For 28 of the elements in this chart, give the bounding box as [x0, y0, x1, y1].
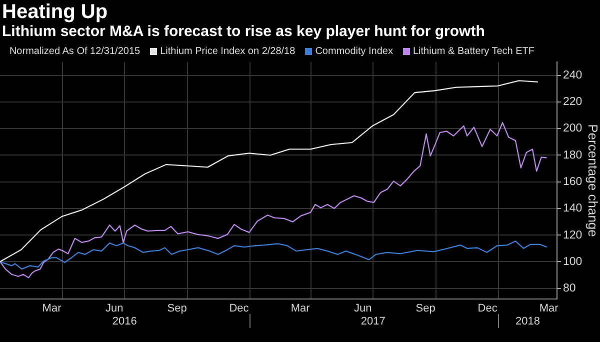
x-tick-label: Mar	[539, 302, 559, 315]
y-axis-title: Percentage change	[586, 124, 600, 237]
legend-title: Normalized As Of 12/31/2015	[9, 45, 140, 58]
x-tick-label: Dec	[478, 302, 498, 315]
y-tick-label: 140	[563, 202, 582, 215]
legend-label: Lithium Price Index on 2/28/18	[160, 45, 296, 58]
y-tick-label: 120	[563, 229, 582, 242]
x2-tick-label: 2016	[112, 316, 137, 328]
x-tick-label: Mar	[290, 302, 310, 315]
y-tick-label: 80	[563, 282, 576, 295]
x2-tick-label: 2017	[360, 316, 386, 328]
y-tick-label: 180	[563, 149, 582, 162]
x2-tick-label: 2018	[515, 316, 540, 328]
chart-subtitle: Lithium sector M&A is forecast to rise as key player hunt for growth	[2, 23, 485, 40]
legend-label: Lithium & Battery Tech ETF	[413, 45, 535, 58]
y-tick-label: 160	[563, 176, 582, 188]
y-tick-label: 200	[563, 122, 582, 135]
x-tick-label: Sep	[416, 302, 436, 315]
y-tick-label: 240	[563, 69, 582, 82]
y-tick-label: 220	[563, 96, 582, 108]
x-tick-label: Jun	[106, 302, 124, 315]
y-tick-label: 100	[563, 256, 582, 268]
x-tick-label: Mar	[42, 302, 62, 315]
chart-title: Heating Up	[2, 1, 108, 23]
x-tick-label: Dec	[229, 302, 250, 315]
x-tick-label: Jun	[354, 302, 372, 315]
legend-label: Commodity Index	[315, 45, 393, 58]
x-tick-label: Sep	[167, 302, 187, 315]
